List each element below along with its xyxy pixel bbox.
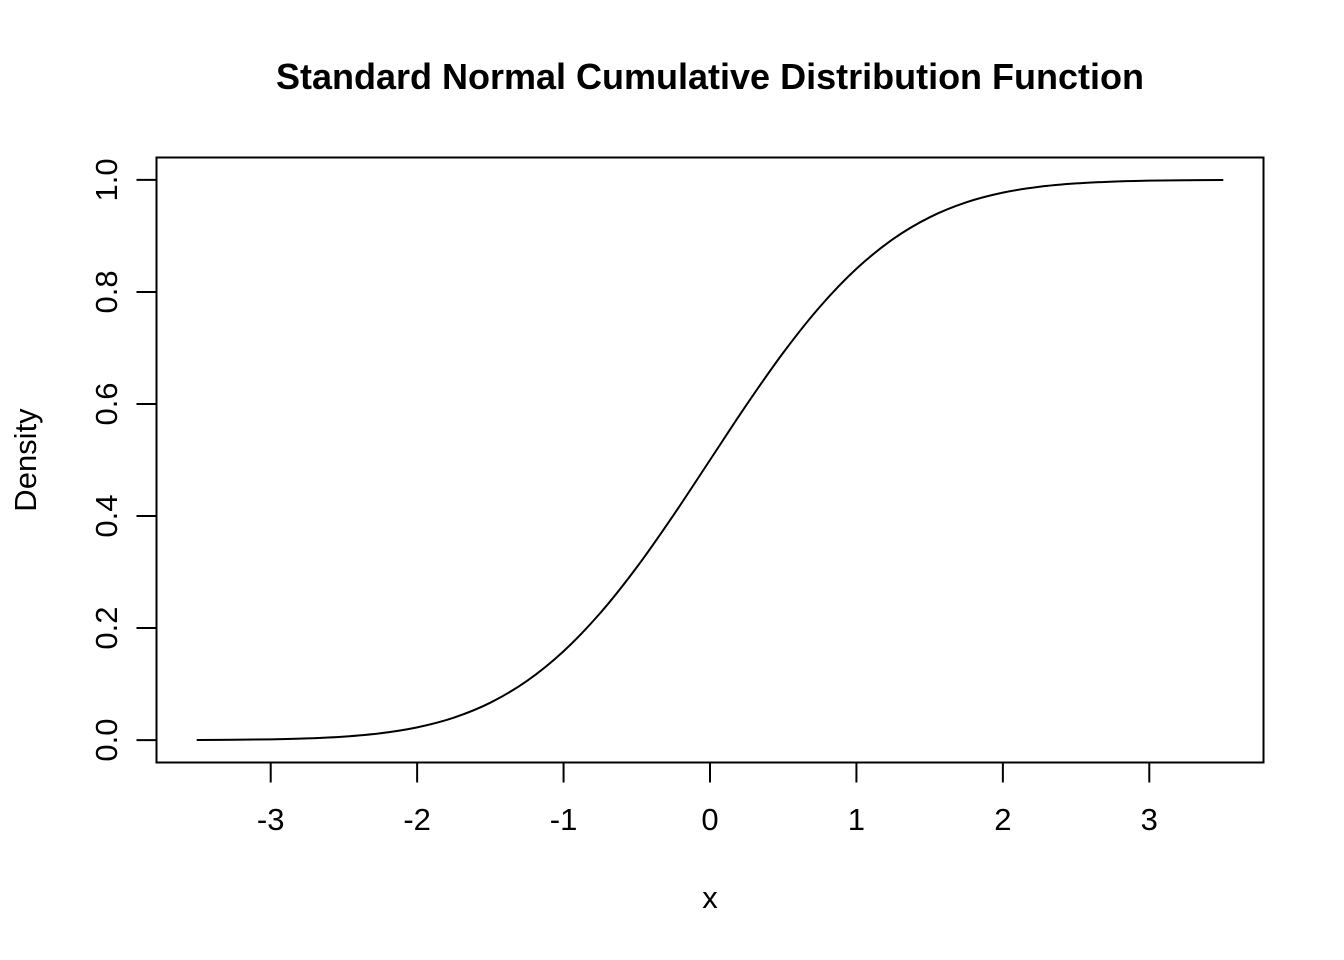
- x-tick-label: -3: [257, 802, 285, 837]
- y-tick-label: 0.4: [89, 494, 124, 537]
- y-axis: 0.0 0.2 0.4 0.6 0.8 1.0: [89, 158, 157, 762]
- x-tick-label: 1: [848, 802, 865, 837]
- y-axis-label: Density: [8, 408, 43, 512]
- x-tick-label: 3: [1141, 802, 1158, 837]
- x-tick-label: 2: [994, 802, 1011, 837]
- x-tick-label: -2: [403, 802, 431, 837]
- x-tick-label: -1: [550, 802, 578, 837]
- y-tick-label: 0.2: [89, 607, 124, 650]
- x-axis-label: x: [702, 880, 718, 915]
- cdf-curve: [196, 179, 1224, 741]
- plot-title: Standard Normal Cumulative Distribution …: [276, 56, 1144, 97]
- y-tick-label: 0.8: [89, 270, 124, 313]
- x-tick-label: 0: [701, 802, 718, 837]
- y-tick-label: 0.6: [89, 382, 124, 425]
- y-tick-label: 0.0: [89, 719, 124, 762]
- y-tick-label: 1.0: [89, 158, 124, 201]
- x-axis: -3 -2 -1 0 1 2 3: [257, 762, 1158, 837]
